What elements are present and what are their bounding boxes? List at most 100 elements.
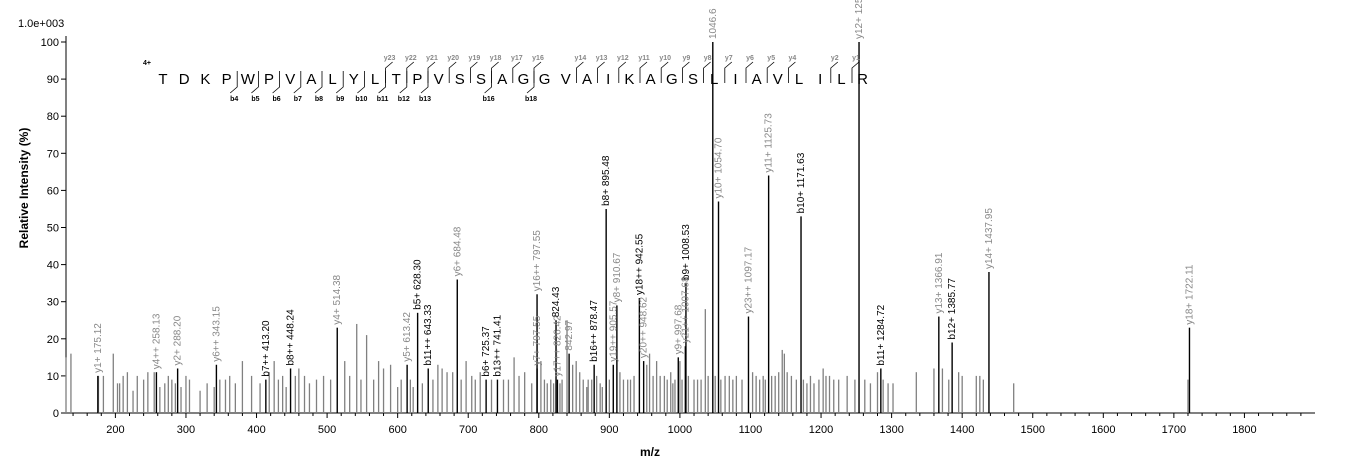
peak-label: b9+ 1008.53 [681,224,692,280]
peak-label: 1046.6 [708,8,719,39]
y-ion-label: y22 [405,55,417,62]
peak-label: y4++ 258.13 [151,313,162,369]
precursor-charge: 4+ [143,60,151,67]
residue: P [264,71,274,88]
residue: W [241,71,256,88]
peak-label: b7++ 413.20 [261,320,272,377]
y-ion-label: y18 [490,55,502,62]
b-ion-bracket [293,71,302,94]
y-ion-label: y16 [532,55,544,62]
y-ion-label: y1 [852,55,860,62]
y-ion-bracket [406,61,415,83]
y-ion-label: y6 [746,55,754,62]
y-tick-label: 20 [47,334,59,346]
residue: L [710,71,718,88]
b-ion-label: b16 [483,96,495,103]
peak-label: y10+ 1054.70 [714,137,725,198]
peak-label: y11+ 1125.73 [764,113,775,173]
peak-label: b8++ 448.24 [286,309,297,366]
y-tick-label: 90 [47,74,59,86]
residue: I [733,71,737,88]
b-ion-bracket [251,71,259,94]
peak-label: y4+ 514.38 [332,274,343,324]
peak-label: y12+ 1253.83 [854,0,865,39]
residue: T [158,71,167,88]
intensity-scale-label: 1.0e+003 [18,18,64,30]
residue: A [582,71,592,88]
residue: A [752,71,762,88]
peak-label: b5+ 628.30 [413,259,424,310]
residue: K [624,71,634,88]
b-ion-bracket [357,71,365,94]
x-tick-label: 600 [388,424,406,436]
b-ion-label: b12 [398,96,410,103]
x-tick-label: 1500 [1020,424,1044,436]
peak-label: y13+ 1366.91 [934,252,945,313]
peak-label: 842.97 [564,320,575,351]
y-ion-label: y2 [831,55,839,62]
y-ion-bracket [660,61,669,83]
y-ion-label: y21 [426,55,438,62]
x-tick-label: 800 [530,424,548,436]
residue: V [434,71,444,88]
residue: G [666,71,678,88]
residue: G [539,71,551,88]
x-axis-title: m/z [640,445,660,459]
y-tick-label: 70 [47,148,59,160]
y-tick-label: 0 [53,408,59,420]
y-ion-bracket [576,61,584,83]
peak-label: y18+ 1722.11 [1185,264,1196,325]
y-tick-label: 10 [47,371,59,383]
y-ion-bracket [491,61,499,83]
peak-label: y19++ 905.57 [608,300,619,362]
residue: V [561,71,571,88]
y-ion-label: y5 [767,55,775,62]
x-tick-label: 1600 [1091,424,1115,436]
b-ion-bracket [399,71,408,94]
x-tick-label: 1300 [879,424,903,436]
y-ion-label: y10 [659,55,671,62]
residue: A [646,71,656,88]
peak-label: y17++ 826.42 [552,315,563,377]
y-ion-label: y17 [511,55,523,62]
peak-series [65,42,1191,413]
x-tick-label: 1200 [809,424,833,436]
peak-label: y8+ 910.67 [612,252,623,302]
y-ion-bracket [639,61,648,83]
b-ion-label: b4 [230,96,238,103]
peak-label: y23++ 1097.17 [744,246,755,313]
peak-label: y6+ 684.48 [452,226,463,276]
x-tick-label: 200 [106,424,124,436]
peak-label: y7+ 797.55 [532,315,543,365]
peptide-sequence-annotation: 4+T D K P W P V A L Y L T P V S S A G G V A I K A G S L I A V L I L Rb4 b5… [143,55,868,103]
residue: V [285,71,295,88]
x-tick-label: 500 [318,424,336,436]
peak-label: y21++ 1007.68 [680,276,691,343]
x-tick-label: 300 [177,424,195,436]
b-ion-bracket [229,71,238,94]
y-ion-bracket [745,61,754,83]
b-ion-bracket [272,71,281,94]
b-ion-label: b7 [294,96,302,103]
residue: A [497,71,507,88]
peak-label: y2+ 288.20 [173,315,184,365]
peak-label: b11++ 643.33 [423,304,434,365]
peak-label: 824.43 [551,286,562,317]
peak-label: y18++ 942.55 [634,233,645,295]
peak-label: y9+ 997.68 [673,304,684,354]
residue: A [306,71,316,88]
y-ion-label: y11 [638,55,649,62]
y-ion-bracket [851,61,860,83]
y-ion-bracket [766,61,775,83]
y-ion-bracket [469,61,478,83]
y-ion-label: y12 [617,55,629,62]
x-tick-label: 900 [600,424,618,436]
residue: S [476,71,486,88]
y-ion-label: y20 [447,55,459,62]
x-tick-label: 400 [247,424,265,436]
b-ion-label: b13 [419,96,431,103]
y-ion-bracket [448,61,457,83]
peak-label: y1+ 175.12 [93,323,104,373]
y-ion-bracket [512,61,521,83]
